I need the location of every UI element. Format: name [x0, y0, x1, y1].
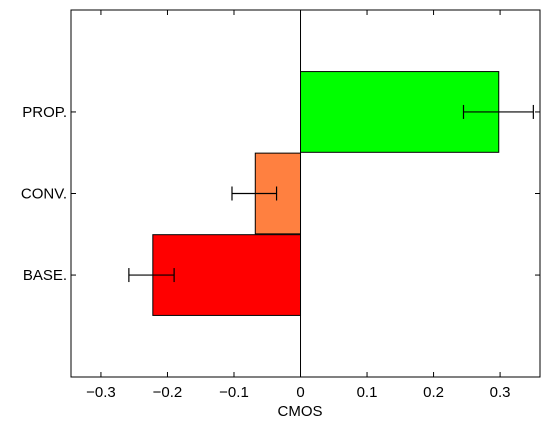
plot-area [71, 10, 540, 377]
y-ticks-group: PROP. CONV. BASE. [21, 104, 540, 284]
bar [152, 234, 302, 316]
y-tick-label: BASE. [23, 267, 67, 284]
x-tick-label: 0.1 [357, 384, 378, 401]
x-tick-label: −0.3 [86, 384, 116, 401]
x-tick-label: −0.1 [219, 384, 249, 401]
y-tick-label: PROP. [22, 104, 67, 121]
error-bars-group [128, 104, 534, 283]
x-ticks-group: −0.3 −0.2 −0.1 0 0.1 0.2 0.3 [86, 10, 511, 401]
y-tick-label: CONV. [21, 186, 67, 203]
x-tick-label: 0 [296, 384, 304, 401]
x-tick-label: 0.3 [490, 384, 511, 401]
x-tick-label: −0.2 [153, 384, 183, 401]
x-axis-label: CMOS [278, 403, 323, 420]
x-tick-label: 0.2 [423, 384, 444, 401]
